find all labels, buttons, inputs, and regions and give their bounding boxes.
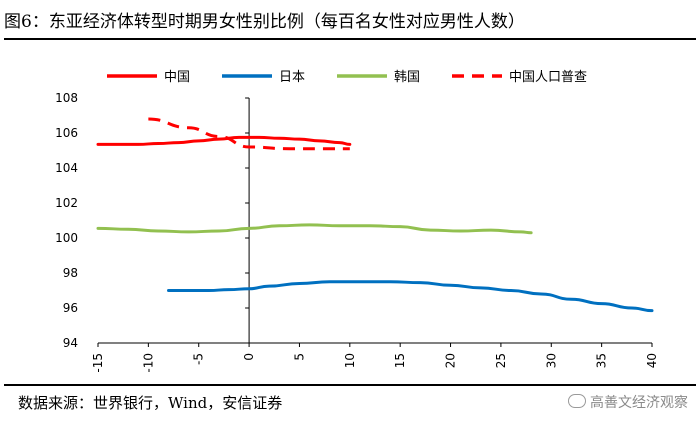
chart-title: 图6：东亚经济体转型时期男女性别比例（每百名女性对应男性人数）: [4, 12, 525, 32]
x-tick-label: 5: [292, 353, 306, 361]
x-tick-label: 0: [242, 353, 256, 361]
watermark-text: 高善文经济观察: [590, 395, 688, 411]
x-tick-label: 35: [595, 353, 609, 368]
legend: 中国 日本 韩国 中国人口普查: [107, 70, 587, 85]
y-tick-label: 94: [63, 336, 78, 350]
y-tick-label: 104: [55, 161, 78, 175]
legend-label-3: 中国人口普查: [509, 70, 587, 85]
x-tick-label: -10: [141, 353, 155, 373]
y-tick-label: 108: [55, 91, 78, 105]
source-divider: [4, 384, 696, 386]
y-tick-label: 102: [55, 196, 78, 210]
x-tick-label: 20: [444, 353, 458, 368]
series-layer: [96, 117, 654, 313]
y-tick-label: 98: [63, 266, 78, 280]
tick-labels: 94 96 98 100 102 104 106 108 -15 -10 -5 0 5 10 15 20 25 3…: [55, 91, 659, 373]
y-tick-label: 100: [55, 231, 78, 245]
legend-label-0: 中国: [164, 70, 190, 85]
legend-label-1: 日本: [279, 70, 305, 85]
watermark: 高善文经济观察: [568, 390, 688, 416]
axes: [97, 97, 653, 347]
series-line-0: [96, 135, 352, 146]
series-line-1: [167, 280, 654, 313]
x-tick-label: -5: [192, 353, 206, 365]
x-tick-label: 25: [494, 353, 508, 368]
legend-label-2: 韩国: [394, 70, 420, 85]
title-divider: [4, 38, 696, 40]
series-line-3: [148, 117, 350, 151]
x-tick-label: 10: [343, 353, 357, 368]
source-note: 数据来源：世界银行，Wind，安信证券: [18, 394, 283, 412]
x-tick-label: -15: [91, 353, 105, 373]
wechat-icon: [568, 394, 586, 408]
x-tick-label: 40: [645, 353, 659, 368]
x-tick-label: 15: [393, 353, 407, 368]
y-tick-label: 96: [63, 301, 78, 315]
y-tick-label: 106: [55, 126, 78, 140]
series-line-2: [96, 223, 533, 235]
x-tick-label: 30: [544, 353, 558, 368]
